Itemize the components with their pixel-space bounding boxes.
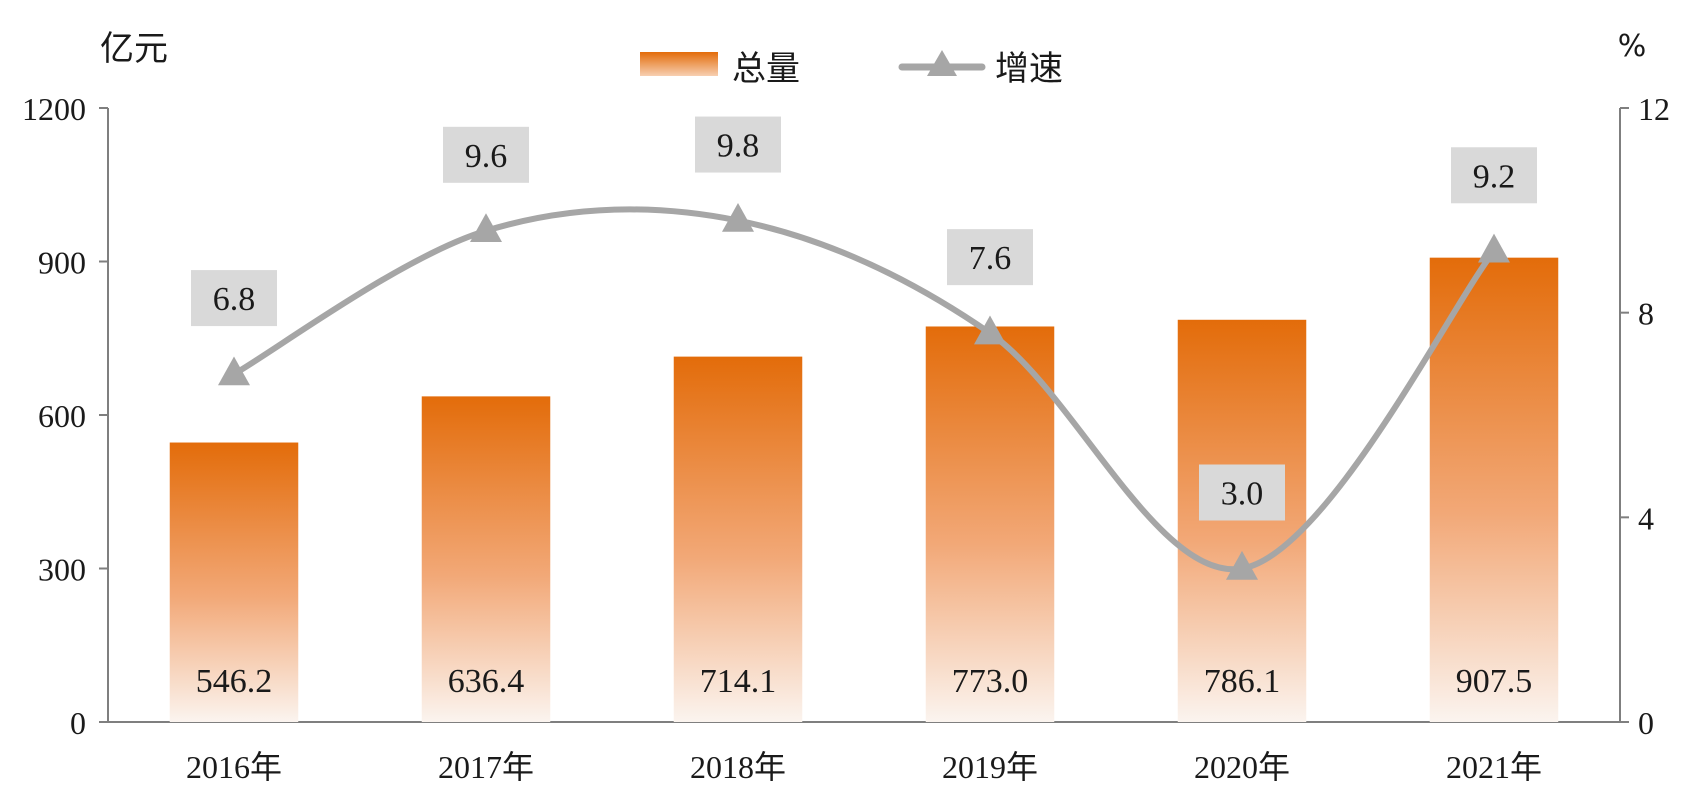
line-value-label: 6.8 — [213, 281, 256, 318]
bar-value-label: 907.5 — [1456, 663, 1533, 700]
left-axis-unit: 亿元 — [100, 29, 168, 69]
bar-value-label: 714.1 — [700, 663, 777, 700]
bar — [169, 442, 299, 722]
line-label-box — [443, 126, 529, 183]
right-tick-label: 4 — [1638, 500, 1654, 536]
line-value-label: 3.0 — [1221, 476, 1264, 513]
right-tick-label: 8 — [1638, 296, 1654, 332]
category-labels: 2016年 2017年 2018年 2019年 2020年 2021年 — [186, 749, 1542, 785]
line-series — [218, 202, 1510, 580]
left-tick-label: 0 — [70, 705, 86, 741]
legend-line-label: 增速 — [995, 49, 1063, 89]
legend-line-marker-icon — [927, 50, 957, 76]
left-axis-ticks: 0 300 600 900 1200 — [22, 91, 108, 741]
right-axis-ticks: 0 4 8 12 — [1620, 91, 1670, 741]
left-tick-label: 300 — [38, 552, 86, 588]
line-label-box — [1451, 147, 1537, 204]
bar-value-label: 546.2 — [196, 663, 273, 700]
right-tick-label: 12 — [1638, 91, 1670, 127]
line-label-box — [1199, 464, 1285, 521]
triangle-marker-icon — [974, 315, 1006, 345]
bar-value-labels: 546.2 636.4 714.1 773.0 786.1 907.5 — [196, 663, 1533, 700]
line-value-label: 7.6 — [969, 240, 1012, 277]
triangle-marker-icon — [1478, 233, 1510, 263]
category-label: 2017年 — [438, 749, 534, 785]
line-value-label: 9.8 — [717, 128, 760, 165]
bar — [1429, 257, 1559, 722]
category-label: 2019年 — [942, 749, 1038, 785]
growth-line — [231, 206, 1497, 573]
category-label: 2016年 — [186, 749, 282, 785]
right-tick-label: 0 — [1638, 705, 1654, 741]
bar-value-label: 773.0 — [952, 663, 1029, 700]
triangle-marker-icon — [722, 202, 754, 232]
triangle-marker-icon — [1226, 550, 1258, 580]
category-label: 2020年 — [1194, 749, 1290, 785]
line-label-box — [947, 229, 1033, 286]
line-value-label: 9.2 — [1473, 158, 1516, 195]
bar — [673, 356, 803, 722]
left-tick-label: 600 — [38, 398, 86, 434]
right-axis-unit: % — [1618, 29, 1647, 64]
bar-value-label: 636.4 — [448, 663, 525, 700]
line-label-box — [695, 116, 781, 173]
left-tick-label: 900 — [38, 245, 86, 281]
bar-series — [169, 257, 1559, 722]
triangle-marker-icon — [218, 356, 250, 386]
line-value-labels: 6.8 9.6 9.8 7.6 3.0 9.2 — [191, 116, 1537, 521]
legend-bar-swatch — [640, 52, 718, 76]
bar — [1177, 319, 1307, 722]
category-label: 2021年 — [1446, 749, 1542, 785]
legend-bar-label: 总量 — [732, 49, 800, 89]
line-label-box — [191, 270, 277, 327]
bar — [421, 396, 551, 722]
category-label: 2018年 — [690, 749, 786, 785]
left-tick-label: 1200 — [22, 91, 86, 127]
bar-value-label: 786.1 — [1204, 663, 1281, 700]
bar — [925, 326, 1055, 722]
triangle-marker-icon — [470, 213, 502, 242]
legend: 总量 增速 — [640, 49, 1063, 89]
line-value-label: 9.6 — [465, 138, 508, 175]
